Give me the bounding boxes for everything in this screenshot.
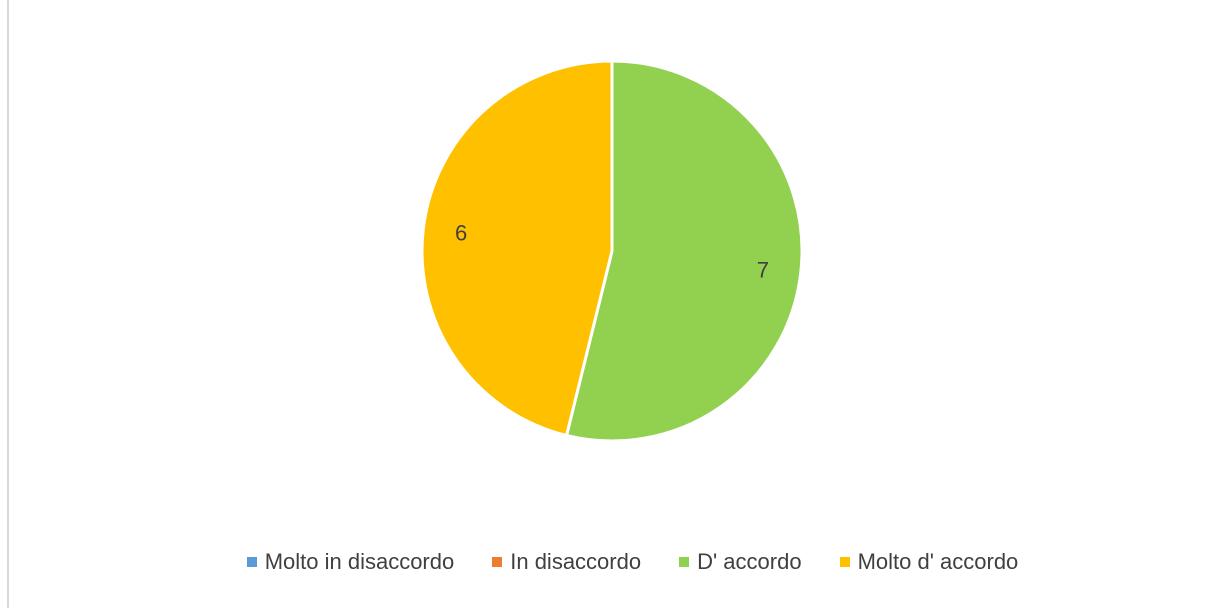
data-label-d-accordo: 7	[757, 257, 769, 282]
legend-swatch	[492, 557, 503, 567]
legend-label: D' accordo	[697, 549, 802, 574]
legend-item-molto-d-accordo: Molto d' accordo	[839, 549, 1019, 575]
legend-label: Molto in disaccordo	[264, 549, 455, 574]
legend-swatch	[839, 557, 850, 567]
chart-left-border	[7, 0, 9, 608]
legend-item-in-disaccordo: In disaccordo	[492, 549, 641, 575]
pie-slices	[420, 59, 804, 443]
legend-swatch	[679, 557, 690, 567]
legend: Molto in disaccordo In disaccordo D' accor…	[0, 545, 1205, 579]
legend-swatch	[246, 557, 257, 567]
legend-label: Molto d' accordo	[857, 549, 1019, 574]
legend-label: In disaccordo	[510, 549, 642, 574]
data-label-molto-d-accordo: 6	[455, 221, 467, 246]
pie-slice-molto-d-accordo	[420, 59, 614, 438]
legend-item-molto-in-disaccordo: Molto in disaccordo	[246, 549, 455, 575]
pie-data-labels: 76	[455, 221, 769, 283]
pie-slice-d-accordo	[564, 59, 804, 443]
legend-item-d-accordo: D' accordo	[679, 549, 802, 575]
